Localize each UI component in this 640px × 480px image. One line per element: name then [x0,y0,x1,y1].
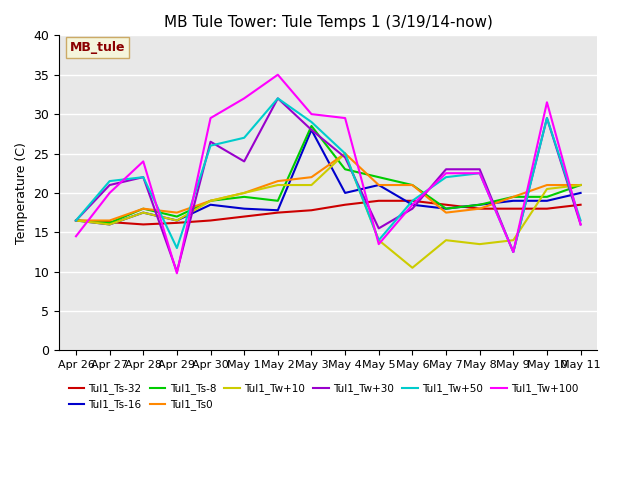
Legend: Tul1_Ts-32, Tul1_Ts-16, Tul1_Ts-8, Tul1_Ts0, Tul1_Tw+10, Tul1_Tw+30, Tul1_Tw+50,: Tul1_Ts-32, Tul1_Ts-16, Tul1_Ts-8, Tul1_… [65,379,583,415]
Y-axis label: Temperature (C): Temperature (C) [15,142,28,244]
Text: MB_tule: MB_tule [70,41,125,54]
Title: MB Tule Tower: Tule Temps 1 (3/19/14-now): MB Tule Tower: Tule Temps 1 (3/19/14-now… [164,15,493,30]
